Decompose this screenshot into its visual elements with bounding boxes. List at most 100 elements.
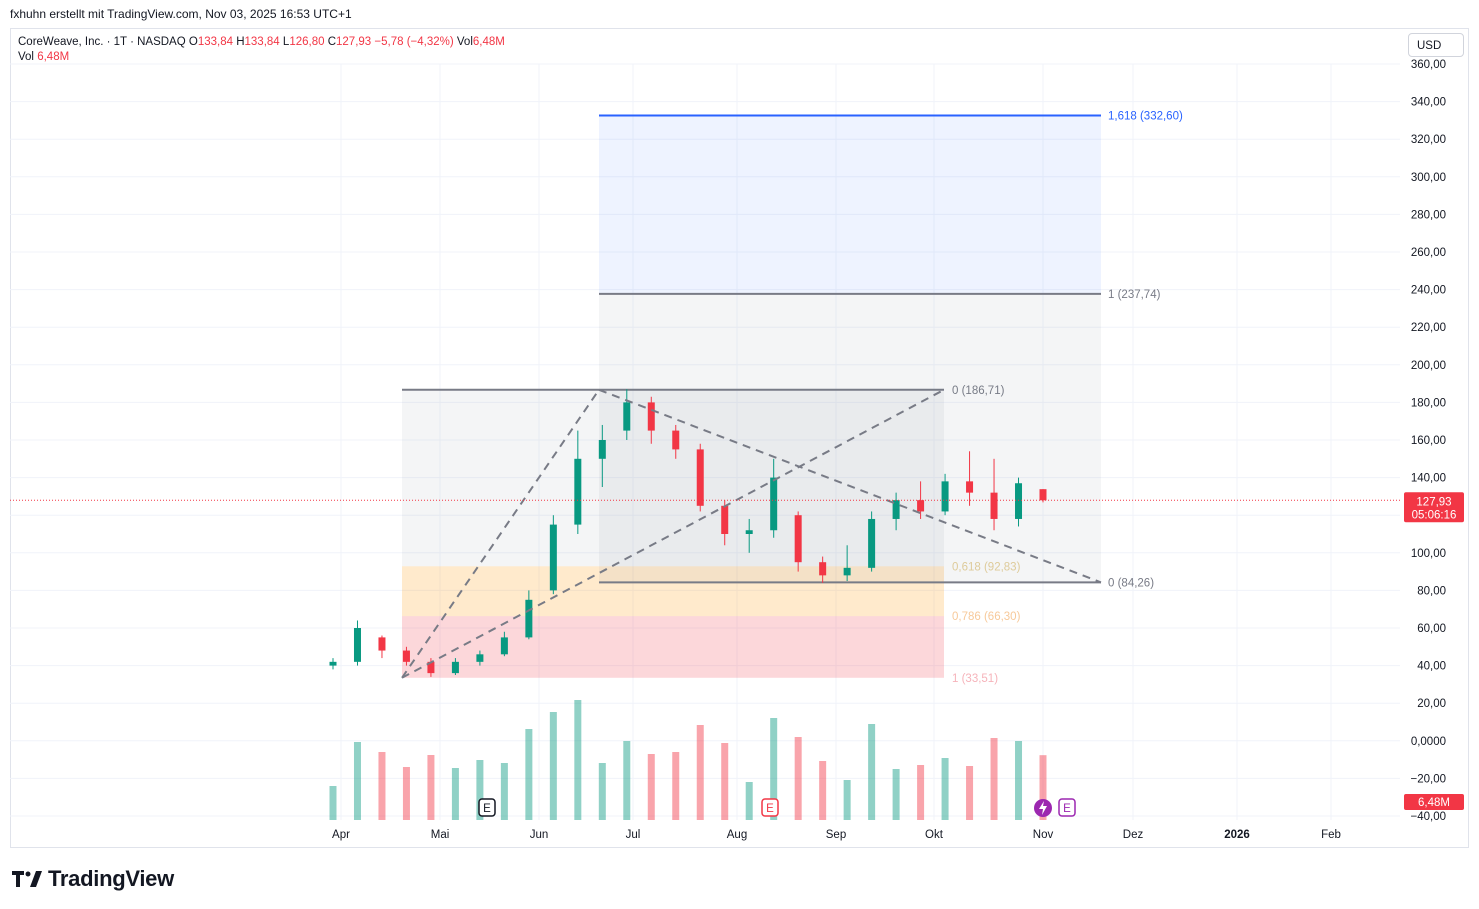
candle-body xyxy=(1039,489,1047,501)
candle-body xyxy=(378,637,386,651)
fib-retracement-primary: 0 (186,71) 0,618 (92,83) 0,786 (66,30) 1 (3… xyxy=(402,385,1021,685)
volume-bar xyxy=(549,712,557,820)
y-tick-label: −40,00 xyxy=(1411,811,1447,823)
trend-line xyxy=(401,388,945,679)
volume-bar xyxy=(745,782,753,820)
y-tick-label: 340,00 xyxy=(1411,97,1446,109)
fib-ext-label: 0 (84,26) xyxy=(1108,577,1154,589)
volume-bar xyxy=(427,755,435,820)
x-tick-label: Jun xyxy=(530,829,549,841)
trend-line xyxy=(401,389,600,679)
x-tick-label: Okt xyxy=(925,829,944,841)
candle-body xyxy=(770,477,778,531)
fib-extension: 1,618 (332,60) 1 (237,74) 0 (84,26) xyxy=(599,111,1183,589)
volume-bar xyxy=(892,769,900,820)
candle-body xyxy=(476,654,484,662)
volume-bar xyxy=(574,700,582,820)
volume-bar xyxy=(868,724,876,820)
axes: 360,00 340,00 320,00 300,00 280,00 260,00 240,… xyxy=(10,59,1464,841)
legend-symbol: CoreWeave, Inc. · 1T · NASDAQ xyxy=(18,36,186,48)
earnings-marker-label: E xyxy=(1063,803,1071,815)
y-tick-label: 360,00 xyxy=(1411,59,1446,71)
legend-low: 126,80 xyxy=(289,36,325,48)
candle-body xyxy=(451,661,459,674)
candle-body xyxy=(623,402,631,431)
legend-o-label: O xyxy=(188,36,198,48)
x-tick-label: Nov xyxy=(1033,829,1054,841)
x-tick-label: 2026 xyxy=(1224,829,1250,841)
candle-body xyxy=(672,430,680,450)
candle-body xyxy=(843,567,851,576)
candle-body xyxy=(892,500,900,519)
legend-high: 133,84 xyxy=(244,36,280,48)
fib-zone-0786-1 xyxy=(402,616,944,678)
candle-body xyxy=(1015,483,1023,519)
chart-frame[interactable] xyxy=(10,28,1469,848)
y-tick-label: 240,00 xyxy=(1411,285,1446,297)
y-tick-label: 220,00 xyxy=(1411,322,1446,334)
volume-bar xyxy=(647,754,655,820)
volume-bar xyxy=(329,786,337,820)
candle-body xyxy=(819,562,827,576)
earnings-marker-label: E xyxy=(766,803,774,815)
legend-open: 133,84 xyxy=(197,36,233,48)
fib-zone-0618-0786 xyxy=(402,566,944,617)
last-volume-value: 6,48M xyxy=(1418,797,1450,809)
lightning-icon-glyph xyxy=(1039,801,1047,815)
grid xyxy=(10,63,1400,820)
earnings-marker xyxy=(478,798,496,817)
earnings-marker xyxy=(761,798,779,817)
candle-body xyxy=(696,449,704,506)
chart-attribution: fxhuhn erstellt mit TradingView.com, Nov… xyxy=(10,7,352,21)
currency-button[interactable]: USD xyxy=(1408,33,1464,57)
candle-body xyxy=(574,458,582,525)
ext-zone-0-1 xyxy=(599,293,1101,583)
legend-h-label: H xyxy=(236,36,245,48)
fib-primary-label: 0,618 (92,83) xyxy=(952,561,1021,573)
y-tick-label: 280,00 xyxy=(1411,209,1446,221)
y-tick-label: 260,00 xyxy=(1411,247,1446,259)
legend-l-label: L xyxy=(282,36,290,48)
volume-bar xyxy=(794,737,802,820)
candle-body xyxy=(966,481,974,493)
volume-bar xyxy=(451,768,459,820)
volume-bar xyxy=(402,767,410,820)
legend-change: −5,78 (−4,32%) xyxy=(374,36,454,48)
fib-ext-label: 1,618 (332,60) xyxy=(1108,111,1183,123)
earnings-marker-label: E xyxy=(483,803,491,815)
tradingview-brand: TradingView xyxy=(48,866,174,891)
candle-body xyxy=(868,518,876,568)
legend-vol2-label: Vol xyxy=(18,51,34,63)
volume-bar xyxy=(990,738,998,820)
candle-body xyxy=(917,500,925,512)
candle-body xyxy=(525,599,533,638)
y-tick-label: 180,00 xyxy=(1411,397,1446,409)
legend-close: 127,93 xyxy=(336,36,372,48)
volume-bar xyxy=(598,763,606,820)
candle-body xyxy=(427,661,435,674)
volume-bar xyxy=(819,761,827,820)
y-tick-label: 200,00 xyxy=(1411,360,1446,372)
trend-drawings xyxy=(401,388,1102,679)
y-tick-label: 40,00 xyxy=(1417,661,1446,673)
volume-bar xyxy=(966,766,974,820)
volume-bar xyxy=(721,743,729,820)
y-tick-label: 80,00 xyxy=(1417,585,1446,597)
x-tick-label: Apr xyxy=(332,829,350,841)
volume-bar xyxy=(500,763,508,820)
y-tick-label: 100,00 xyxy=(1411,548,1446,560)
fib-primary-label: 0 (186,71) xyxy=(952,385,1005,397)
y-tick-label: 300,00 xyxy=(1411,172,1446,184)
volume-bar xyxy=(353,742,361,820)
fib-primary-label: 0,786 (66,30) xyxy=(952,611,1021,623)
last-price-label xyxy=(1404,492,1464,523)
volume-bar xyxy=(378,752,386,820)
legend-volume-2: 6,48M xyxy=(37,51,70,63)
volume-bar xyxy=(672,752,680,820)
candle-body xyxy=(329,661,337,666)
legend-volume: 6,48M xyxy=(472,36,505,48)
volume-bar xyxy=(525,729,533,820)
last-volume-label xyxy=(1404,794,1464,810)
